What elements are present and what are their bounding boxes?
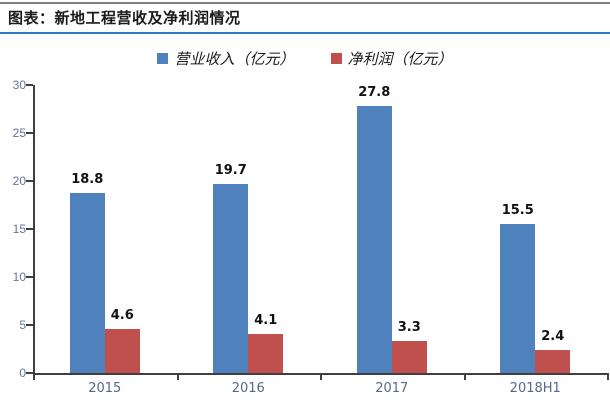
legend-label: 营业收入（亿元） [174, 49, 295, 68]
y-axis-tick-label: 5 [19, 318, 26, 332]
title-underline [0, 32, 610, 34]
y-axis-tick-label: 20 [12, 174, 26, 188]
x-axis-tick-mark [176, 373, 179, 380]
x-axis-category-label: 2016 [231, 381, 265, 396]
bar-revenue-2016 [213, 183, 249, 373]
y-axis-tick-mark [26, 132, 33, 134]
y-axis-tick-label: 30 [12, 78, 26, 92]
y-axis-tick-mark [26, 84, 33, 86]
y-axis-tick-label: 0 [19, 366, 26, 380]
chart-legend: 营业收入（亿元） 净利润（亿元） [0, 46, 610, 70]
bar-profit-2017 [391, 341, 427, 373]
bar-value-label: 19.7 [214, 162, 247, 178]
x-axis-category-label: 2018H1 [509, 381, 561, 396]
x-axis-tick-mark [607, 373, 609, 380]
bar-profit-2015 [104, 328, 140, 373]
y-axis-line [33, 85, 35, 375]
bar-value-label: 4.1 [254, 312, 278, 328]
x-axis-tick-mark [33, 373, 35, 380]
bar-revenue-2017 [356, 106, 392, 373]
legend-item-1: 净利润（亿元） [330, 48, 453, 69]
bar-value-label: 18.8 [71, 171, 104, 187]
legend-swatch-icon [330, 52, 342, 64]
bar-value-label: 4.6 [110, 307, 134, 323]
x-axis-tick-mark [320, 373, 322, 380]
bar-value-label: 3.3 [397, 320, 421, 336]
bar-profit-2018H1 [535, 349, 571, 373]
y-axis-tick-label: 15 [12, 222, 26, 236]
x-axis-tick-mark [463, 373, 466, 380]
y-axis-tick-mark [26, 324, 33, 326]
bar-value-label: 2.4 [541, 328, 565, 344]
bar-revenue-2015 [69, 192, 105, 373]
y-axis-tick-mark [26, 276, 33, 278]
legend-item-0: 营业收入（亿元） [157, 48, 295, 69]
legend-swatch-icon [157, 52, 169, 64]
y-axis-tick-label: 25 [12, 126, 26, 140]
y-axis-tick-label: 10 [12, 270, 26, 284]
x-axis-category-label: 2015 [88, 381, 122, 396]
y-axis-tick-mark [26, 180, 33, 182]
bar-value-label: 15.5 [501, 203, 534, 219]
chart-title: 图表：新地工程营收及净利润情况 [8, 9, 241, 27]
x-axis-category-label: 2017 [375, 381, 409, 396]
y-axis-tick-mark [26, 228, 33, 230]
bar-value-label: 27.8 [358, 85, 391, 101]
bar-profit-2016 [248, 333, 284, 373]
y-axis-tick-mark [26, 372, 33, 374]
top-divider [0, 2, 610, 4]
bar-revenue-2018H1 [500, 224, 536, 373]
legend-label: 净利润（亿元） [347, 49, 453, 68]
